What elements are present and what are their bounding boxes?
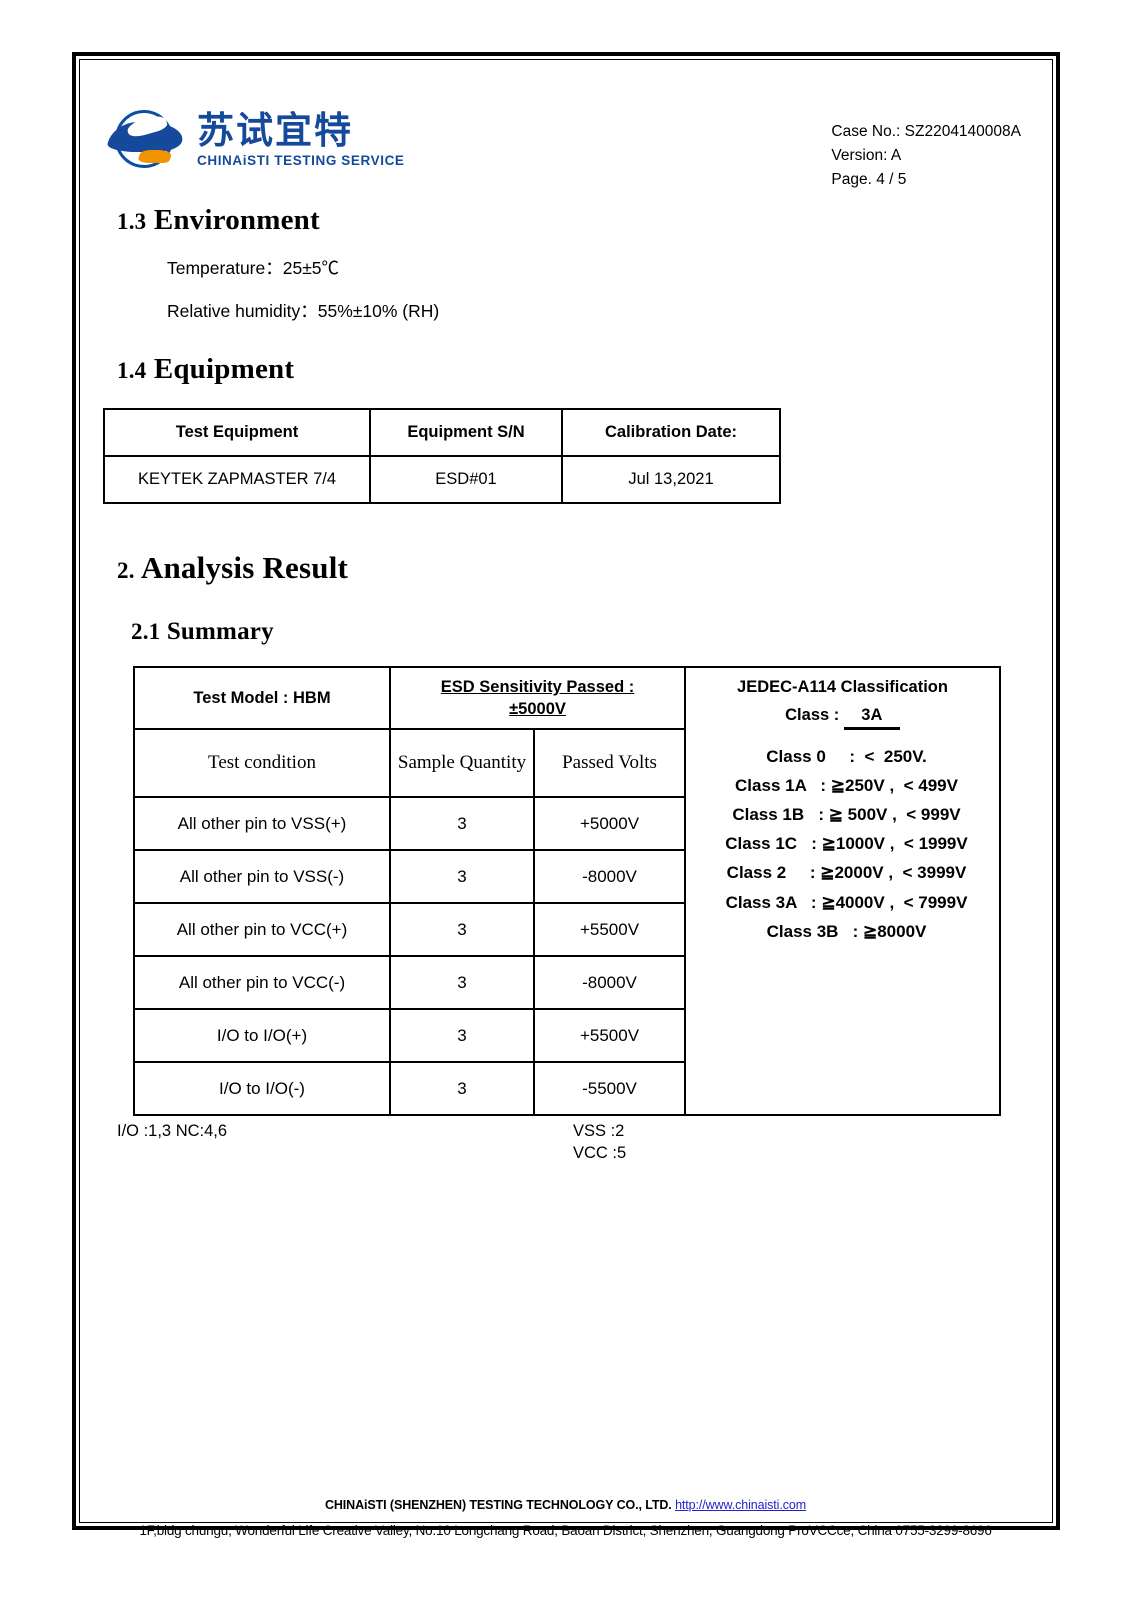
classification-item: Class 0 : < 250V. <box>766 746 927 766</box>
column-header-sample-quantity: Sample Quantity <box>389 728 535 798</box>
summary-table-wrap: Test Model : HBM ESD Sensitivity Passed … <box>133 666 1001 1116</box>
jedec-class-line: Class : 3A <box>692 704 993 730</box>
cell-test-condition: I/O to I/O(-) <box>133 1061 391 1116</box>
classification-item: Class 1C : ≧1000V , < 1999V <box>725 834 968 854</box>
page-content: 苏试宜特 CHINAiSTI TESTING SERVICE Case No.:… <box>95 70 1045 1162</box>
environment-humidity: Relative humidity：55%±10% (RH) <box>167 301 440 321</box>
table-row: All other pin to VSS(-) 3 -8000V <box>133 849 1000 904</box>
cell-passed-volts: -8000V <box>533 849 686 904</box>
heading-analysis-text: Analysis Result <box>140 550 349 585</box>
heading-summary-text: Summary <box>166 618 274 645</box>
logo-orange-accent <box>136 150 174 163</box>
heading-equipment: 1.4 Equipment <box>117 353 1045 386</box>
summary-header-row: Test Model : HBM ESD Sensitivity Passed … <box>133 666 1001 1116</box>
cell-passed-volts: -8000V <box>533 955 686 1010</box>
cell-test-condition: All other pin to VCC(+) <box>133 902 391 957</box>
footer-address: 1F,bldg chungu, Wonderful Life Creative … <box>139 1523 992 1538</box>
pin-note-vcc: VCC :5 <box>573 1144 627 1162</box>
pin-note-nc: NC:4,6 <box>175 1122 228 1140</box>
classification-item: Class 2 : ≧2000V , < 3999V <box>726 863 967 883</box>
heading-summary-number: 2.1 <box>131 619 161 644</box>
case-number: Case No.: SZ2204140008A <box>831 123 1021 140</box>
cell-sample-quantity: 3 <box>389 902 535 957</box>
cell-sample-quantity: 3 <box>389 1061 535 1116</box>
logo-english-name: CHINAiSTI TESTING SERVICE <box>197 152 405 168</box>
cell-passed-volts: -5500V <box>533 1061 686 1116</box>
footer-website-link[interactable]: http://www.chinaisti.com <box>675 1498 807 1512</box>
heading-environment-number: 1.3 <box>117 209 147 234</box>
cell-test-condition: All other pin to VSS(-) <box>133 849 391 904</box>
cell-sample-quantity: 3 <box>389 1008 535 1063</box>
footer-company-line: CHINAiSTI (SHENZHEN) TESTING TECHNOLOGY … <box>0 1498 1131 1512</box>
table-row: All other pin to VSS(+) 3 +5000V <box>133 796 1000 851</box>
page-border-inner <box>79 59 1053 1523</box>
cell-test-condition: All other pin to VCC(-) <box>133 955 391 1010</box>
equipment-table: Test Equipment Equipment S/N Calibration… <box>103 408 781 504</box>
column-header-test-equipment: Test Equipment <box>103 408 371 457</box>
cell-passed-volts: +5500V <box>533 1008 686 1063</box>
version-label: Version: A <box>831 147 902 165</box>
pin-note-vss: VSS :2 <box>573 1122 625 1140</box>
table-header-row: Test Equipment Equipment S/N Calibration… <box>103 408 781 457</box>
logo-chinese-name: 苏试宜特 <box>197 109 353 153</box>
company-logo: 苏试宜特 CHINAiSTI TESTING SERVICE <box>95 70 405 172</box>
heading-analysis-result: 2. Analysis Result <box>117 550 1045 586</box>
table-row: All other pin to VCC(-) 3 -8000V <box>133 955 1000 1010</box>
pin-assignment-notes: I/O :1,3 VSS :2 NC:4,6 VCC :5 <box>117 1120 817 1162</box>
pin-note-io: I/O :1,3 <box>117 1122 172 1140</box>
classification-item: Class 3B : ≧8000V <box>766 921 927 941</box>
cell-sample-quantity: 3 <box>389 796 535 851</box>
summary-column-header-row: Test condition Sample Quantity Passed Vo… <box>133 728 1000 798</box>
document-header: 苏试宜特 CHINAiSTI TESTING SERVICE Case No.:… <box>95 70 1045 190</box>
logo-text-block: 苏试宜特 CHINAiSTI TESTING SERVICE <box>197 109 405 168</box>
cell-test-equipment: KEYTEK ZAPMASTER 7/4 <box>103 455 371 504</box>
chinaisti-logo-icon <box>105 108 189 172</box>
cell-passed-volts: +5000V <box>533 796 686 851</box>
heading-analysis-number: 2. <box>117 558 135 583</box>
column-header-equipment-sn: Equipment S/N <box>369 408 563 457</box>
page-number: Page. 4 / 5 <box>831 171 907 189</box>
column-header-test-condition: Test condition <box>133 728 391 798</box>
jedec-class-value: 3A <box>843 704 900 730</box>
heading-environment-text: Environment <box>153 204 320 236</box>
esd-sensitivity-value: ±5000V <box>509 700 566 718</box>
classification-item: Class 3A : ≧4000V , < 7999V <box>725 892 968 912</box>
cell-sample-quantity: 3 <box>389 955 535 1010</box>
cell-passed-volts: +5500V <box>533 902 686 957</box>
table-row: All other pin to VCC(+) 3 +5500V <box>133 902 1000 957</box>
heading-summary: 2.1 Summary <box>131 618 1045 646</box>
summary-table: Test Model : HBM ESD Sensitivity Passed … <box>133 666 1001 1116</box>
classification-item: Class 1B : ≧ 500V , < 999V <box>732 805 961 824</box>
heading-equipment-text: Equipment <box>153 353 295 385</box>
jedec-class-label: Class : <box>785 706 840 725</box>
cell-test-condition: I/O to I/O(+) <box>133 1008 391 1063</box>
footer-company-name: CHINAiSTI (SHENZHEN) TESTING TECHNOLOGY … <box>324 1498 672 1512</box>
page-border-outer <box>72 52 1060 1530</box>
jedec-classification-list: Class 0 : < 250V. Class 1A : ≧250V , < 4… <box>692 730 993 947</box>
cell-equipment-sn: ESD#01 <box>369 455 563 504</box>
cell-sample-quantity: 3 <box>389 849 535 904</box>
esd-sensitivity-label: ESD Sensitivity Passed : <box>440 677 635 696</box>
jedec-title: JEDEC-A114 Classification <box>737 678 948 696</box>
heading-equipment-number: 1.4 <box>117 358 147 383</box>
cell-jedec-classification: JEDEC-A114 Classification Class : 3A Cla… <box>684 666 1001 1116</box>
column-header-calibration-date: Calibration Date: <box>561 408 781 457</box>
cell-test-condition: All other pin to VSS(+) <box>133 796 391 851</box>
header-meta-block: Case No.: SZ2204140008A Version: A Page.… <box>831 70 1045 192</box>
table-row: I/O to I/O(+) 3 +5500V <box>133 1008 1000 1063</box>
heading-environment: 1.3 Environment <box>117 204 1045 237</box>
column-header-passed-volts: Passed Volts <box>533 728 686 798</box>
cell-esd-sensitivity: ESD Sensitivity Passed : ±5000V <box>389 666 686 730</box>
document-footer: CHINAiSTI (SHENZHEN) TESTING TECHNOLOGY … <box>0 1498 1131 1538</box>
table-row: I/O to I/O(-) 3 -5500V <box>133 1061 1000 1116</box>
table-row: KEYTEK ZAPMASTER 7/4 ESD#01 Jul 13,2021 <box>103 455 781 504</box>
cell-test-model: Test Model : HBM <box>133 666 391 730</box>
cell-calibration-date: Jul 13,2021 <box>561 455 781 504</box>
classification-item: Class 1A : ≧250V , < 499V <box>735 775 958 795</box>
environment-temperature: Temperature：25±5℃ <box>167 258 340 278</box>
